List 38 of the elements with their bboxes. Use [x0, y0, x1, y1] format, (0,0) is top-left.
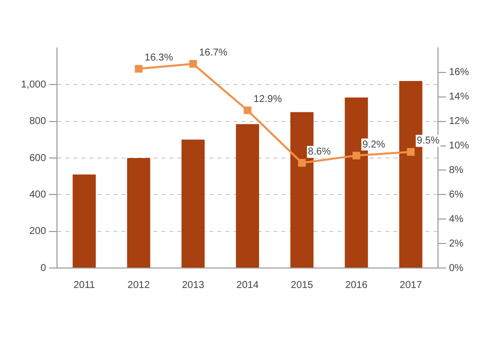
point	[244, 106, 252, 114]
x-tick-label: 2017	[400, 280, 422, 291]
x-tick-label: 2013	[182, 280, 205, 291]
point	[189, 60, 197, 68]
data-label: 9.2%	[362, 139, 386, 150]
y-tick-label: 800	[29, 116, 46, 128]
y2-tick-label: 16%	[448, 67, 470, 78]
y2-tick-label: 8%	[448, 164, 464, 176]
x-tick-label: 2012	[128, 280, 150, 291]
data-label: 16.3%	[144, 52, 174, 64]
y2-tick-label: 0%	[448, 262, 464, 274]
bar	[182, 140, 205, 268]
point	[298, 159, 306, 167]
y2-tick-label: 12%	[448, 116, 470, 128]
x-tick-label: 2015	[290, 280, 314, 291]
data-label: 8.6%	[308, 146, 331, 158]
point	[352, 152, 360, 160]
y-tick-label: 400	[29, 189, 46, 200]
y-tick-label: 1,000	[20, 79, 46, 90]
bar	[236, 124, 260, 268]
y2-tick-label: 14%	[448, 92, 470, 103]
bar	[72, 174, 96, 268]
point	[134, 64, 142, 73]
y-tick-label: 0	[40, 262, 46, 274]
bar	[127, 158, 150, 268]
y2-tick-label: 2%	[448, 238, 464, 250]
y2-tick-label: 10%	[448, 140, 470, 152]
x-tick-label: 2016	[345, 280, 368, 291]
y-tick-label: 200	[29, 226, 46, 238]
y2-tick-label: 4%	[448, 214, 464, 225]
data-label: 16.7%	[199, 48, 228, 59]
y-tick-label: 600	[29, 152, 46, 164]
data-label: 12.9%	[254, 94, 282, 106]
x-tick-label: 2011	[73, 280, 96, 291]
x-tick-label: 2014	[236, 280, 260, 291]
point	[406, 148, 415, 156]
data-label: 9.5%	[416, 136, 440, 147]
y2-tick-label: 6%	[448, 189, 464, 200]
